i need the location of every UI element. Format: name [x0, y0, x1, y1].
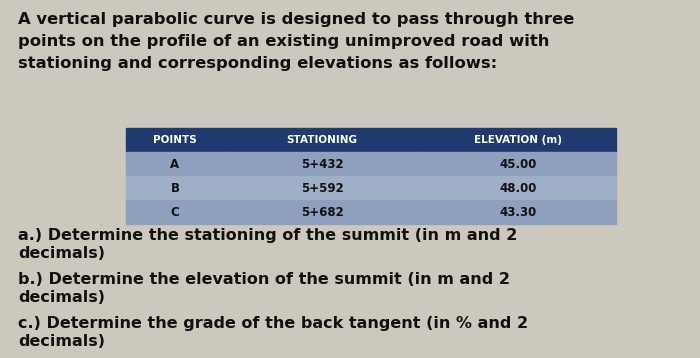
Bar	[224, 128, 420, 152]
Text: 48.00: 48.00	[499, 182, 537, 194]
Text: 5+432: 5+432	[301, 158, 343, 170]
Bar	[420, 152, 616, 176]
Text: a.) Determine the stationing of the summit (in m and 2
decimals): a.) Determine the stationing of the summ…	[18, 228, 517, 261]
Text: ELEVATION (m): ELEVATION (m)	[474, 135, 562, 145]
Bar	[420, 176, 616, 200]
Text: A vertical parabolic curve is designed to pass through three: A vertical parabolic curve is designed t…	[18, 12, 574, 27]
Bar	[126, 152, 224, 176]
Bar	[224, 200, 420, 224]
Text: POINTS: POINTS	[153, 135, 197, 145]
Text: points on the profile of an existing unimproved road with: points on the profile of an existing uni…	[18, 34, 550, 49]
Bar	[126, 200, 224, 224]
Text: 45.00: 45.00	[499, 158, 537, 170]
Bar	[224, 152, 420, 176]
Bar	[126, 176, 224, 200]
Text: b.) Determine the elevation of the summit (in m and 2
decimals): b.) Determine the elevation of the summi…	[18, 272, 510, 305]
Bar	[224, 176, 420, 200]
Text: A: A	[170, 158, 180, 170]
Text: 5+592: 5+592	[300, 182, 344, 194]
Bar	[420, 200, 616, 224]
Bar	[420, 128, 616, 152]
Text: stationing and corresponding elevations as follows:: stationing and corresponding elevations …	[18, 56, 497, 71]
Text: B: B	[171, 182, 179, 194]
Text: C: C	[171, 205, 179, 218]
Text: 43.30: 43.30	[499, 205, 537, 218]
Text: c.) Determine the grade of the back tangent (in % and 2
decimals): c.) Determine the grade of the back tang…	[18, 316, 528, 349]
Text: 5+682: 5+682	[300, 205, 344, 218]
Bar	[126, 128, 224, 152]
Text: STATIONING: STATIONING	[286, 135, 358, 145]
